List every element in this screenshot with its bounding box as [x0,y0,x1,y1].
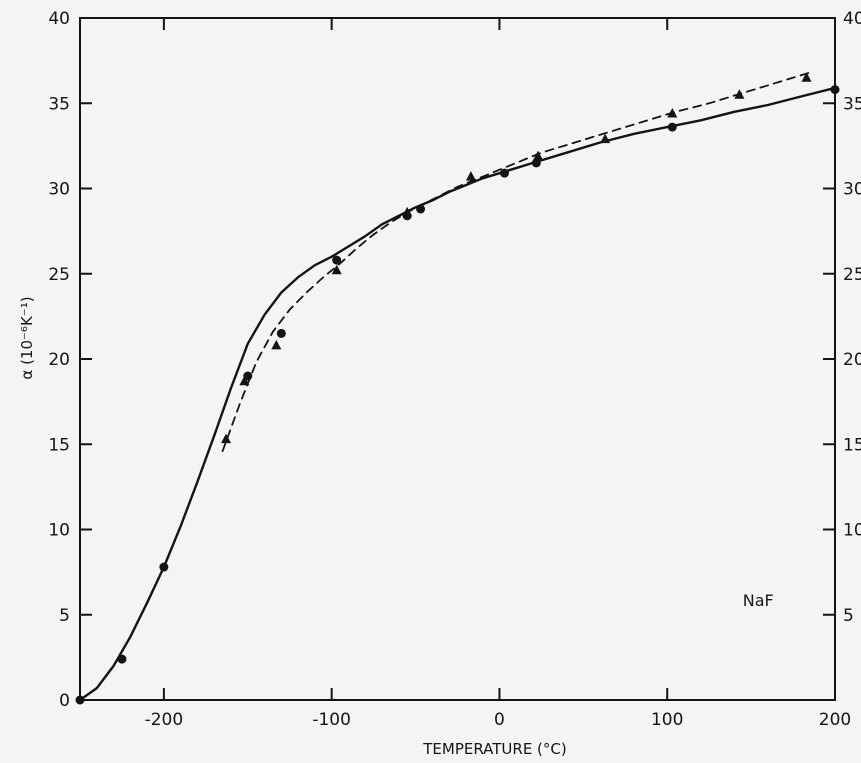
data-point-triangle [600,133,611,144]
x-tick-label: 0 [494,710,505,730]
series-dashed-line [221,71,811,453]
y-tick-label-left: 15 [48,435,70,455]
data-point-circle [332,255,342,265]
series-solid-line [78,86,837,702]
data-point-circle [117,654,127,664]
y-tick-label-right: 5 [843,606,854,626]
x-axis-title: TEMPERATURE (°C) [422,740,567,758]
data-point-circle [830,85,840,95]
y-tick-label-left: 20 [48,350,70,370]
y-tick-label-right: 10 [843,521,861,541]
ticks [80,17,836,701]
data-point-circle [159,562,169,572]
data-point-triangle [331,264,342,275]
plot-frame [79,17,836,701]
data-point-circle [499,168,509,178]
data-point-triangle [402,206,413,217]
data-point-triangle [667,108,678,118]
data-point-triangle [801,72,812,82]
y-tick-label-left: 30 [48,180,70,200]
y-tick-label-right: 20 [843,350,861,370]
data-point-circle [75,695,85,705]
y-tick-label-right: 25 [843,265,861,285]
y-tick-label-left: 5 [59,606,70,626]
data-point-circle [276,328,286,338]
y-tick-label-left: 10 [48,521,70,541]
tick-labels: -200 -100 0 100 200 0 5 5 10 10 15 15 20 20 25 25 30 30 35… [48,9,861,730]
y-tick-label-right: 35 [843,94,861,114]
x-tick-label: -100 [312,710,351,730]
y-tick-label-left: 25 [48,265,70,285]
data-point-triangle [465,171,476,181]
x-tick-label: 100 [651,710,683,730]
data-point-triangle [734,89,745,99]
chart-annotation-naf: NaF [743,591,774,610]
y-tick-label-right: 40 [843,9,861,29]
data-point-triangle [533,150,543,161]
series-markers [75,72,840,705]
y-tick-label-right: 15 [843,435,861,455]
data-point-triangle [271,339,282,350]
y-tick-label-left: 0 [59,691,70,711]
y-axis-title: α (10⁻⁶K⁻¹) [18,296,36,379]
data-point-circle [667,122,677,132]
series-lines [78,71,837,702]
data-point-circle [531,158,541,168]
x-tick-label: 200 [819,710,851,730]
y-tick-label-left: 35 [48,94,70,114]
data-point-triangle [221,433,231,444]
data-point-circle [416,204,426,214]
y-tick-label-right: 30 [843,180,861,200]
y-tick-label-left: 40 [48,9,70,29]
data-point-triangle [239,375,250,386]
x-tick-label: -200 [145,710,184,730]
